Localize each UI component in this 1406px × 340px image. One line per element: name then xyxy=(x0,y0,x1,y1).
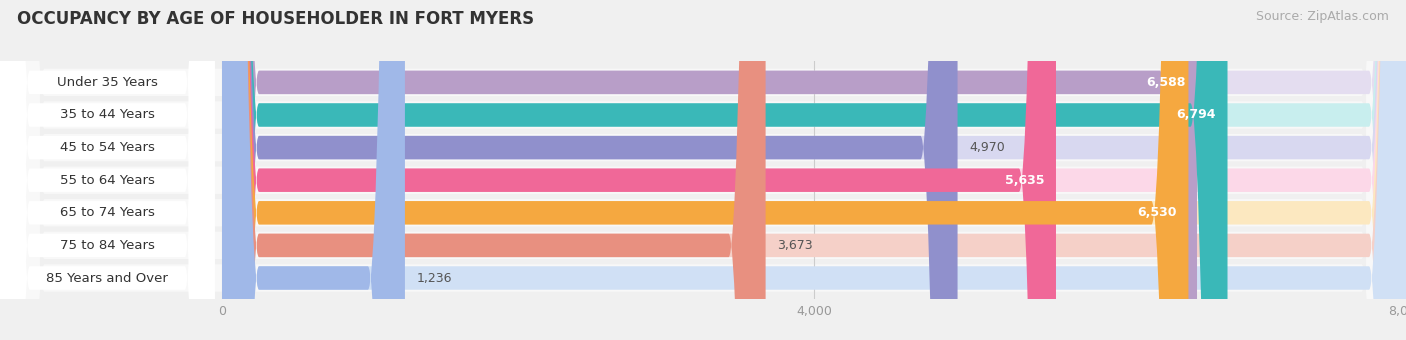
Text: 65 to 74 Years: 65 to 74 Years xyxy=(60,206,155,219)
Text: 6,588: 6,588 xyxy=(1146,76,1185,89)
FancyBboxPatch shape xyxy=(222,0,766,340)
Text: 3,673: 3,673 xyxy=(778,239,813,252)
FancyBboxPatch shape xyxy=(222,0,1406,340)
Text: OCCUPANCY BY AGE OF HOUSEHOLDER IN FORT MYERS: OCCUPANCY BY AGE OF HOUSEHOLDER IN FORT … xyxy=(17,10,534,28)
FancyBboxPatch shape xyxy=(0,0,215,340)
FancyBboxPatch shape xyxy=(222,0,1406,340)
Text: 85 Years and Over: 85 Years and Over xyxy=(46,272,169,285)
Text: 45 to 54 Years: 45 to 54 Years xyxy=(60,141,155,154)
Text: 6,794: 6,794 xyxy=(1177,108,1216,121)
Text: 55 to 64 Years: 55 to 64 Years xyxy=(60,174,155,187)
FancyBboxPatch shape xyxy=(0,0,215,340)
FancyBboxPatch shape xyxy=(222,0,405,340)
FancyBboxPatch shape xyxy=(222,0,1406,340)
Text: 35 to 44 Years: 35 to 44 Years xyxy=(60,108,155,121)
FancyBboxPatch shape xyxy=(222,0,1227,340)
Text: 5,635: 5,635 xyxy=(1005,174,1045,187)
FancyBboxPatch shape xyxy=(0,0,215,340)
Text: 6,530: 6,530 xyxy=(1137,206,1177,219)
FancyBboxPatch shape xyxy=(222,0,1406,340)
FancyBboxPatch shape xyxy=(0,0,215,340)
Text: Under 35 Years: Under 35 Years xyxy=(56,76,157,89)
Text: 4,970: 4,970 xyxy=(969,141,1005,154)
FancyBboxPatch shape xyxy=(0,0,215,340)
FancyBboxPatch shape xyxy=(222,0,957,340)
FancyBboxPatch shape xyxy=(222,0,1406,340)
FancyBboxPatch shape xyxy=(222,0,1197,340)
FancyBboxPatch shape xyxy=(222,0,1406,340)
FancyBboxPatch shape xyxy=(222,0,1056,340)
FancyBboxPatch shape xyxy=(0,0,215,340)
Text: Source: ZipAtlas.com: Source: ZipAtlas.com xyxy=(1256,10,1389,23)
FancyBboxPatch shape xyxy=(222,0,1406,340)
FancyBboxPatch shape xyxy=(222,0,1188,340)
Text: 75 to 84 Years: 75 to 84 Years xyxy=(60,239,155,252)
Text: 1,236: 1,236 xyxy=(416,272,453,285)
FancyBboxPatch shape xyxy=(0,0,215,340)
